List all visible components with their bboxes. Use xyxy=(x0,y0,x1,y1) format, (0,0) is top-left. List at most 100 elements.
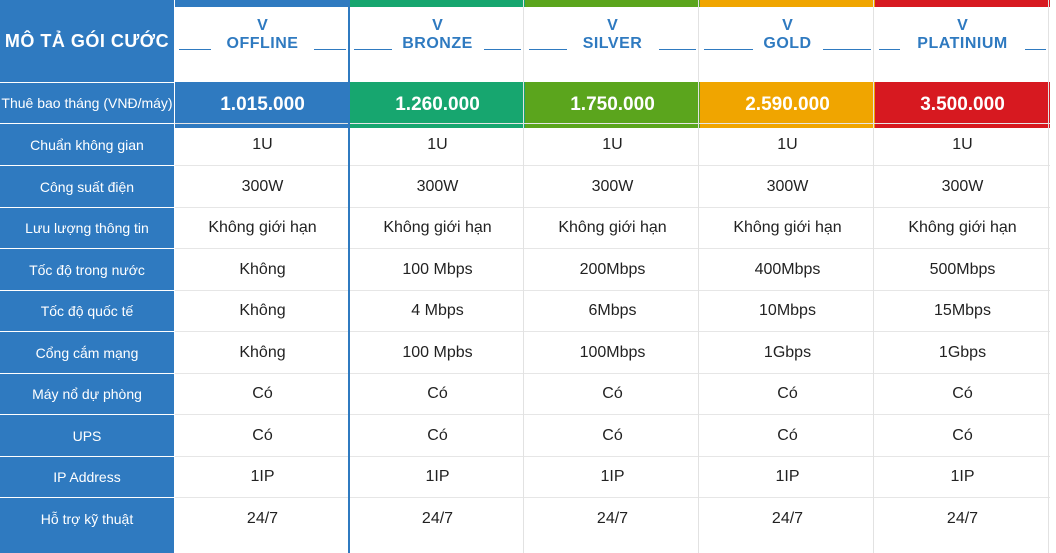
table-cell: Không xyxy=(175,331,350,373)
header-divider-line xyxy=(704,49,753,50)
plan-prefix: V xyxy=(257,17,268,34)
row-label-tech-support: Hỗ trợ kỹ thuật xyxy=(0,497,174,539)
plan-name: BRONZE xyxy=(402,35,473,52)
table-cell: Không xyxy=(175,290,350,331)
plan-accent-bar xyxy=(175,0,350,7)
feature-label-column: MÔ TẢ GÓI CƯỚC Thuê bao tháng (VNĐ/máy) … xyxy=(0,0,174,553)
table-cell: 100 Mbps xyxy=(350,248,525,290)
row-label-monthly-fee: Thuê bao tháng (VNĐ/máy) xyxy=(0,82,174,123)
table-cell: 15Mbps xyxy=(875,290,1050,331)
header-divider-line xyxy=(658,49,696,50)
table-cell: 1Gbps xyxy=(875,331,1050,373)
plan-name: GOLD xyxy=(763,35,812,52)
plan-name: SILVER xyxy=(582,35,643,52)
table-cell: 1U xyxy=(700,123,875,165)
header-divider-line xyxy=(529,49,567,50)
table-cell: Không giới hạn xyxy=(875,207,1050,248)
plan-prefix: V xyxy=(432,17,443,34)
table-cell: Không giới hạn xyxy=(525,207,700,248)
table-cell: 1IP xyxy=(350,456,525,497)
plan-column-platinium: V PLATINIUM 3.500.000 1U 300W Không giới hạn 5… xyxy=(875,0,1050,553)
table-cell: 1IP xyxy=(525,456,700,497)
table-cell: Không giới hạn xyxy=(350,207,525,248)
plan-prefix: V xyxy=(957,17,968,34)
plan-column-bronze: V BRONZE 1.260.000 1U 300W Không giới hạn 100 … xyxy=(350,0,525,553)
plan-price: 1.750.000 xyxy=(525,82,700,128)
table-cell: 100 Mpbs xyxy=(350,331,525,373)
plan-header: V BRONZE xyxy=(350,7,525,82)
row-label-ups: UPS xyxy=(0,414,174,456)
plan-accent-bar xyxy=(525,0,700,7)
header-divider-line xyxy=(314,49,346,50)
table-cell: 300W xyxy=(525,165,700,207)
table-cell: Không giới hạn xyxy=(700,207,875,248)
plan-price: 3.500.000 xyxy=(875,82,1050,128)
table-cell: 1Gbps xyxy=(700,331,875,373)
plan-header: V PLATINIUM xyxy=(875,7,1050,82)
table-cell: Có xyxy=(525,414,700,456)
table-cell: 300W xyxy=(700,165,875,207)
table-cell: 4 Mbps xyxy=(350,290,525,331)
table-cell: 100Mbps xyxy=(525,331,700,373)
table-cell: 24/7 xyxy=(875,497,1050,539)
plan-header: V OFFLINE xyxy=(175,7,350,82)
table-cell: 200Mbps xyxy=(525,248,700,290)
plan-column-silver: V SILVER 1.750.000 1U 300W Không giới hạn 200M… xyxy=(525,0,700,553)
plan-column-offline: V OFFLINE 1.015.000 1U 300W Không giới hạn Khô… xyxy=(175,0,350,553)
plan-column-gold: V GOLD 2.590.000 1U 300W Không giới hạn 400Mbp… xyxy=(700,0,875,553)
plan-price: 2.590.000 xyxy=(700,82,875,128)
table-cell: Có xyxy=(875,373,1050,414)
table-cell: 24/7 xyxy=(700,497,875,539)
table-cell: Có xyxy=(350,414,525,456)
plan-name: OFFLINE xyxy=(226,35,299,52)
plan-accent-bar xyxy=(875,0,1050,7)
plan-name: PLATINIUM xyxy=(917,35,1008,52)
column-divider xyxy=(873,0,874,553)
table-header-label: MÔ TẢ GÓI CƯỚC xyxy=(4,31,170,51)
header-divider-line xyxy=(483,49,521,50)
table-cell: Không giới hạn xyxy=(175,207,350,248)
plan-prefix: V xyxy=(782,17,793,34)
header-divider-line xyxy=(1025,49,1046,50)
table-cell: 1IP xyxy=(700,456,875,497)
table-cell: 1U xyxy=(175,123,350,165)
table-cell: 1IP xyxy=(175,456,350,497)
table-cell: 24/7 xyxy=(525,497,700,539)
plan-accent-bar xyxy=(350,0,525,7)
table-cell: Có xyxy=(700,414,875,456)
header-divider-line xyxy=(822,49,871,50)
table-cell: 1IP xyxy=(875,456,1050,497)
row-label-international-speed: Tốc độ quốc tế xyxy=(0,290,174,331)
row-label-ip-address: IP Address xyxy=(0,456,174,497)
plan-prefix: V xyxy=(607,17,618,34)
table-cell: 1U xyxy=(525,123,700,165)
table-cell: Có xyxy=(875,414,1050,456)
table-cell: 500Mbps xyxy=(875,248,1050,290)
table-cell: Có xyxy=(175,414,350,456)
table-cell: 300W xyxy=(875,165,1050,207)
plan-price: 1.015.000 xyxy=(175,82,350,128)
table-cell: Không xyxy=(175,248,350,290)
plan-header: V SILVER xyxy=(525,7,700,82)
header-divider-line xyxy=(179,49,211,50)
table-cell: 300W xyxy=(350,165,525,207)
header-divider-line xyxy=(354,49,392,50)
row-label-power: Công suất điện xyxy=(0,165,174,207)
row-label-traffic: Lưu lượng thông tin xyxy=(0,207,174,248)
column-divider xyxy=(698,0,699,553)
header-divider-line xyxy=(879,49,900,50)
row-label-network-port: Cổng cắm mạng xyxy=(0,331,174,373)
column-divider xyxy=(1048,0,1049,553)
table-cell: 6Mbps xyxy=(525,290,700,331)
table-cell: Có xyxy=(525,373,700,414)
plan-price: 1.260.000 xyxy=(350,82,525,128)
table-cell: 10Mbps xyxy=(700,290,875,331)
row-label-backup-generator: Máy nổ dự phòng xyxy=(0,373,174,414)
plan-header: V GOLD xyxy=(700,7,875,82)
plan-accent-bar xyxy=(700,0,875,7)
table-cell: 1U xyxy=(350,123,525,165)
table-cell: Có xyxy=(700,373,875,414)
table-cell: Có xyxy=(175,373,350,414)
table-cell: Có xyxy=(350,373,525,414)
